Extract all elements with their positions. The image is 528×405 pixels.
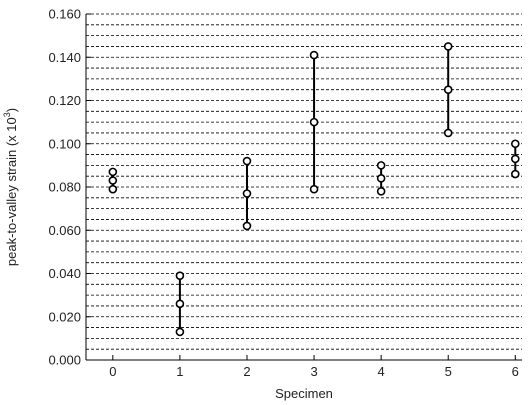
data-point: [376, 187, 386, 196]
x-ticks: 0 1 2 3 4 5 6: [109, 355, 519, 379]
y-tick-label: 0.060: [48, 223, 81, 238]
data-point: [242, 189, 252, 198]
x-tick-label: 0: [109, 364, 116, 379]
data-point: [175, 327, 185, 337]
y-tick-label: 0.120: [48, 93, 81, 108]
data-point: [376, 161, 386, 170]
data-point: [443, 128, 453, 138]
data-point: [510, 169, 520, 179]
data-point: [242, 221, 252, 231]
y-tick-label: 0.160: [48, 7, 81, 22]
data-point: [309, 50, 319, 60]
data-point: [108, 167, 118, 177]
y-tick-label: 0.100: [48, 136, 81, 151]
x-tick-label: 5: [445, 364, 452, 379]
y-axis-title-prefix: peak-to-valley strain (x 10: [4, 117, 19, 266]
y-axis-title: peak-to-valley strain (x 103): [2, 108, 19, 266]
data-point: [443, 85, 453, 94]
data-series: [108, 42, 520, 337]
data-point: [175, 299, 185, 309]
y-tick-label: 0.000: [48, 353, 81, 368]
y-tick-label: 0.020: [48, 309, 81, 324]
y-tick-label: 0.040: [48, 266, 81, 281]
y-ticks: 0.000 0.020 0.040 0.060 0.080 0.100 0.120 0.140…: [48, 7, 91, 368]
x-tick-label: 2: [243, 364, 250, 379]
data-point: [443, 42, 453, 51]
data-point: [376, 174, 386, 183]
data-point: [242, 156, 252, 166]
data-point: [309, 184, 319, 194]
y-tick-label: 0.080: [48, 180, 81, 195]
y-tick-label: 0.140: [48, 50, 81, 65]
x-tick-label: 3: [310, 364, 317, 379]
data-point: [175, 271, 185, 280]
y-axis-title-suffix: ): [4, 108, 19, 112]
data-point: [510, 139, 520, 149]
data-point: [108, 176, 118, 185]
data-point: [108, 184, 118, 194]
data-point: [309, 117, 319, 127]
x-tick-label: 1: [176, 364, 183, 379]
x-tick-label: 6: [512, 364, 519, 379]
y-axis-title-superscript: 3: [2, 112, 12, 117]
x-tick-label: 4: [378, 364, 385, 379]
grid-lines: [86, 13, 522, 350]
data-point: [510, 154, 520, 164]
x-axis-title: Specimen: [275, 386, 333, 401]
